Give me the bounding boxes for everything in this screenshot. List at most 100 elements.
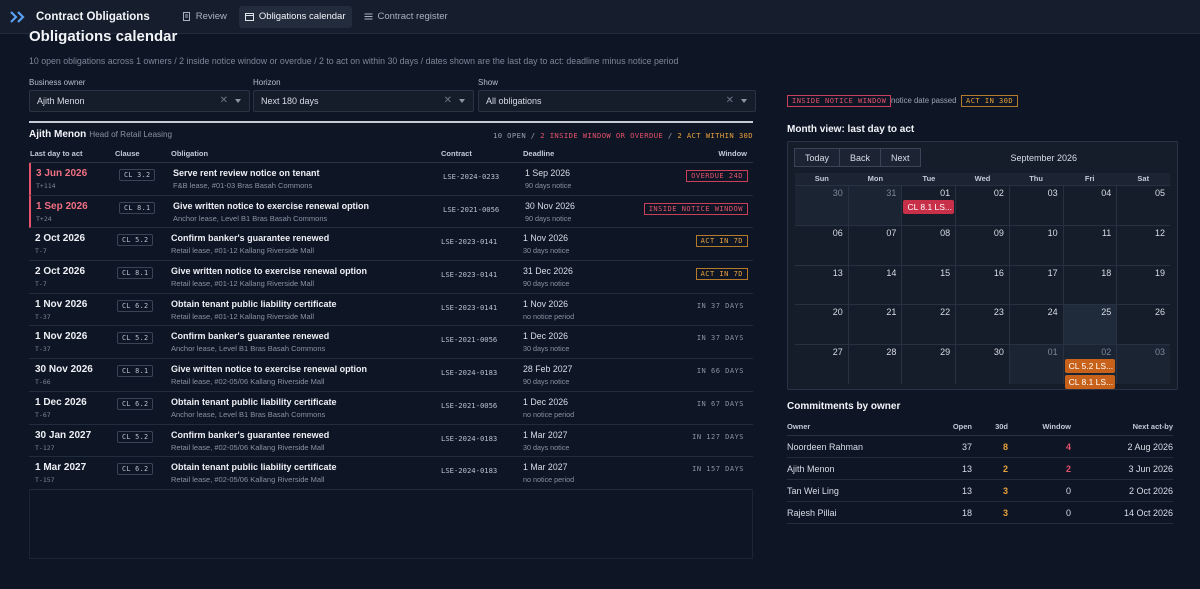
table-row[interactable]: 2 Oct 2026 T-7 CL 5.2 Confirm banker's guar… — [29, 228, 753, 262]
obligation-title[interactable]: Give written notice to exercise renewal … — [171, 364, 368, 375]
calendar-day[interactable]: 02 — [955, 186, 1009, 225]
obligation-title[interactable]: Confirm banker's guarantee renewed — [171, 233, 330, 244]
clear-icon[interactable]: ✕ — [443, 95, 452, 106]
calendar-day[interactable]: 03 — [1116, 345, 1171, 384]
calendar-day[interactable]: 30 — [955, 345, 1009, 384]
table-row[interactable]: 1 Dec 2026 T-67 CL 6.2 Obtain tenant public… — [29, 392, 753, 425]
calendar-day[interactable]: 05 — [1116, 186, 1170, 225]
calendar-day[interactable]: 14 — [847, 265, 902, 305]
contract-id[interactable]: LSE-2023-0141 — [441, 270, 498, 280]
calendar-day[interactable]: 25 — [1062, 305, 1117, 345]
back-button[interactable]: Back — [839, 148, 882, 167]
calendar-day[interactable]: 01 CL 8.1 LS... — [901, 186, 955, 225]
col-window[interactable]: Window — [1042, 422, 1071, 431]
obligation-title[interactable]: Confirm banker's guarantee renewed — [171, 331, 330, 342]
calendar-day[interactable]: 21 — [847, 305, 902, 345]
calendar-day[interactable]: 19 — [1116, 265, 1170, 305]
calendar-day[interactable]: 06 — [795, 226, 848, 265]
tab-obligations-calendar[interactable]: Obligations calendar — [238, 5, 352, 28]
business-owner-select[interactable]: Ajith Menon ✕ — [29, 90, 250, 112]
calendar-day[interactable]: 17 — [1008, 265, 1063, 305]
calendar-day[interactable]: 07 — [847, 225, 902, 265]
table-row[interactable]: 1 Nov 2026 T-37 CL 6.2 Obtain tenant public… — [29, 294, 753, 327]
tab-review[interactable]: Review — [176, 6, 233, 28]
calendar-day[interactable]: 29 — [901, 345, 955, 384]
owner-cell: Rajesh Pillai — [787, 508, 837, 518]
clause-badge: CL 6.2 — [117, 397, 154, 410]
table-row[interactable]: 30 Nov 2026 T-66 CL 8.1 Give written notice… — [29, 359, 753, 392]
contract-id[interactable]: LSE-2024-0233 — [443, 172, 500, 181]
calendar-day[interactable]: 22 — [901, 305, 955, 345]
contract-id[interactable]: LSE-2023-0141 — [441, 302, 498, 312]
calendar-day[interactable]: 10 — [1008, 225, 1063, 265]
table-row[interactable]: 3 Jun 2026 T+114 CL 3.2 Serve rent review n… — [29, 163, 753, 196]
obligation-title[interactable]: Give written notice to exercise renewal … — [171, 266, 368, 277]
calendar-day[interactable]: 12 — [1116, 225, 1170, 265]
obligation-title[interactable]: Give written notice to exercise renewal … — [173, 200, 370, 211]
next-button[interactable]: Next — [880, 148, 921, 167]
obligation-title[interactable]: Serve rent review notice on tenant — [173, 168, 320, 178]
col-owner[interactable]: Owner — [787, 422, 811, 431]
clear-icon[interactable]: ✕ — [725, 95, 734, 106]
calendar-day[interactable]: 24 — [1008, 305, 1063, 345]
show-select[interactable]: All obligations ✕ — [478, 90, 756, 112]
calendar-day[interactable]: 04 — [1062, 186, 1117, 225]
calendar-day[interactable]: 31 — [847, 186, 902, 225]
table-row[interactable]: 1 Mar 2027 T-157 CL 6.2 Obtain tenant publi… — [29, 457, 753, 490]
col-clause[interactable]: Clause — [115, 149, 140, 158]
contract-id[interactable]: LSE-2024-0183 — [441, 368, 498, 378]
col-obligation[interactable]: Obligation — [171, 149, 209, 158]
col-deadline[interactable]: Deadline — [523, 149, 555, 158]
commitment-row[interactable]: Ajith Menon 13 2 2 3 Jun 2026 — [787, 458, 1173, 480]
calendar-day[interactable]: 30 — [795, 186, 848, 225]
calendar-day[interactable]: 09 — [955, 225, 1009, 265]
calendar-day[interactable]: 02 CL 5.2 LS... CL 8.1 LS... — [1062, 345, 1117, 390]
commitment-row[interactable]: Noordeen Rahman 37 8 4 2 Aug 2026 — [787, 436, 1173, 458]
calendar-day[interactable]: 15 — [901, 265, 955, 305]
obligation-title[interactable]: Obtain tenant public liability certifica… — [171, 298, 337, 309]
col-last-day[interactable]: Last day to act — [30, 149, 83, 158]
table-row[interactable]: 30 Jan 2027 T-127 CL 5.2 Confirm banker's g… — [29, 425, 753, 458]
contract-id[interactable]: LSE-2021-0056 — [441, 335, 498, 345]
calendar-event[interactable]: CL 8.1 LS... — [903, 200, 955, 214]
table-row[interactable]: 2 Oct 2026 T-7 CL 8.1 Give written notice t… — [29, 261, 753, 294]
calendar-day[interactable]: 28 — [847, 345, 902, 384]
table-row[interactable]: 1 Sep 2026 T+24 CL 8.1 Give written notice … — [29, 195, 753, 229]
clear-icon[interactable]: ✕ — [219, 95, 228, 106]
contract-id[interactable]: LSE-2024-0183 — [441, 433, 498, 443]
calendar-day[interactable]: 08 — [901, 225, 955, 265]
calendar-day[interactable]: 11 — [1062, 225, 1117, 265]
contract-id[interactable]: LSE-2023-0141 — [441, 237, 498, 247]
calendar-day[interactable]: 20 — [795, 305, 848, 344]
chevron-down-icon[interactable] — [235, 99, 241, 103]
col-30d[interactable]: 30d — [995, 422, 1008, 431]
obligation-title[interactable]: Obtain tenant public liability certifica… — [171, 396, 337, 407]
col-next-act-by[interactable]: Next act-by — [1132, 422, 1173, 431]
table-row[interactable]: 1 Nov 2026 T-37 CL 5.2 Confirm banker's gua… — [29, 326, 753, 360]
calendar-event[interactable]: CL 8.1 LS... — [1064, 375, 1116, 390]
calendar-day[interactable]: 03 — [1008, 186, 1063, 225]
col-open[interactable]: Open — [952, 422, 972, 431]
calendar-day[interactable]: 26 — [1116, 305, 1170, 345]
calendar-day[interactable]: 01 — [1008, 345, 1063, 384]
contract-id[interactable]: LSE-2021-0056 — [443, 204, 500, 214]
col-contract[interactable]: Contract — [441, 149, 472, 158]
calendar-day[interactable]: 18 — [1062, 265, 1117, 305]
commitment-row[interactable]: Rajesh Pillai 18 3 0 14 Oct 2026 — [787, 502, 1173, 524]
calendar-day[interactable]: 23 — [955, 305, 1009, 345]
calendar-day[interactable]: 16 — [955, 265, 1009, 305]
col-window[interactable]: Window — [718, 149, 747, 158]
today-button[interactable]: Today — [794, 148, 841, 167]
tab-contract-register[interactable]: Contract register — [358, 6, 454, 28]
calendar-day[interactable]: 27 — [795, 345, 848, 384]
contract-id[interactable]: LSE-2024-0183 — [441, 466, 498, 476]
obligation-title[interactable]: Obtain tenant public liability certifica… — [171, 462, 337, 473]
chevron-down-icon[interactable] — [741, 99, 747, 103]
commitment-row[interactable]: Tan Wei Ling 13 3 0 2 Oct 2026 — [787, 480, 1173, 502]
obligation-title[interactable]: Confirm banker's guarantee renewed — [171, 429, 330, 440]
contract-id[interactable]: LSE-2021-0056 — [441, 400, 498, 410]
calendar-event[interactable]: CL 5.2 LS... — [1064, 359, 1116, 374]
chevron-down-icon[interactable] — [459, 99, 465, 103]
horizon-select[interactable]: Next 180 days ✕ — [253, 90, 474, 112]
calendar-day[interactable]: 13 — [795, 266, 848, 305]
